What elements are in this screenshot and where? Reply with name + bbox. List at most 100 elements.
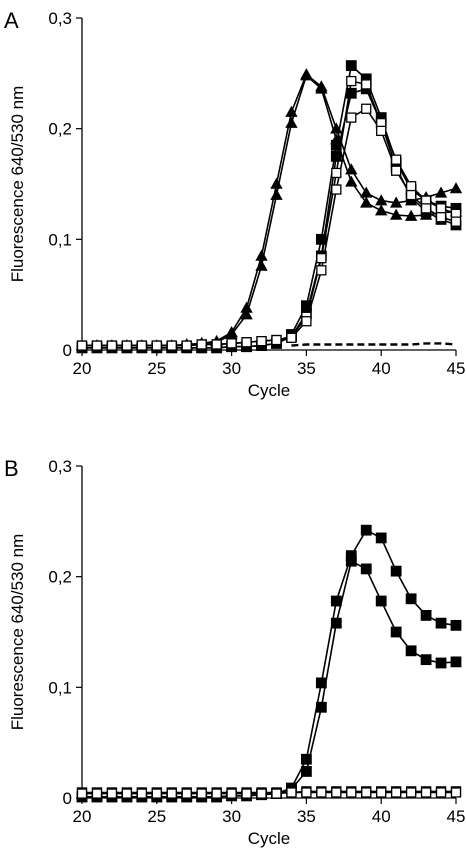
data-point [361,787,372,798]
data-point [255,249,268,261]
data-point [286,332,297,343]
data-point [450,656,462,668]
data-point [76,788,88,799]
data-point [434,186,448,198]
data-point [330,617,342,629]
data-point [346,112,357,123]
series-line-2 [82,74,457,347]
data-point [390,565,402,577]
data-point [121,340,133,351]
x-tick-label: 25 [147,807,166,826]
data-point [300,69,313,81]
data-point [360,196,373,208]
y-tick-label: 0,2 [48,120,72,139]
data-point [181,340,192,351]
data-point [345,60,357,71]
y-tick-label: 0 [63,341,72,360]
data-point [360,524,372,536]
data-point [241,337,252,348]
data-point [256,788,267,799]
data-point [270,188,283,200]
data-point [450,787,462,798]
data-point [405,189,417,201]
data-point [121,788,133,799]
x-tick-label: 30 [222,359,241,378]
data-point [300,766,312,777]
data-point [166,340,177,351]
data-point [330,595,342,607]
data-point [196,339,207,350]
series-line-1 [82,73,457,347]
data-point [420,787,432,798]
data-point [315,677,327,689]
x-tick-label: 45 [447,807,466,826]
data-point [330,122,343,134]
data-point [404,209,418,221]
data-point [286,787,297,798]
data-point [271,334,282,346]
data-point [420,654,432,666]
data-point [151,788,162,799]
data-point [331,167,342,179]
y-tick-label: 0,3 [48,457,72,476]
data-point [346,787,357,798]
data-point [315,233,327,245]
x-tick-label: 20 [73,359,92,378]
data-point [405,181,417,192]
x-axis-title: Cycle [248,829,291,848]
data-point [166,788,177,799]
data-point [226,338,237,349]
x-tick-label: 20 [73,807,92,826]
data-point [435,212,447,223]
data-point [435,787,447,798]
data-point [389,208,403,220]
data-point [285,105,298,117]
data-point [405,645,417,657]
data-point [316,252,327,264]
data-point [346,75,357,87]
x-axis-title: Cycle [248,381,291,400]
data-point [450,216,462,227]
data-point [196,788,207,799]
x-tick-label: 25 [147,359,166,378]
data-point [435,657,447,669]
data-point [136,788,147,799]
data-point [315,82,328,94]
y-axis-title: Fluorescence 640/530 nm [8,534,27,731]
data-point [316,787,327,798]
data-point [271,788,282,799]
data-point [301,316,312,327]
data-point [241,788,252,799]
x-tick-label: 35 [297,807,316,826]
y-tick-label: 0,1 [48,678,72,697]
data-point [136,340,147,351]
y-tick-label: 0,1 [48,230,72,249]
data-point [151,340,162,351]
data-point [345,87,357,99]
data-point [226,788,237,799]
x-tick-label: 45 [447,359,466,378]
data-point [256,335,267,347]
data-point [405,787,417,798]
series-line-7 [291,342,457,347]
x-tick-label: 40 [372,807,391,826]
data-point [106,788,118,799]
y-axis-title: Fluorescence 640/530 nm [8,86,27,283]
data-point [450,619,462,631]
data-point [345,175,358,187]
data-point [91,340,103,351]
data-point [420,610,432,621]
data-point [420,203,432,214]
data-point [285,116,298,128]
data-point [360,186,373,198]
panel-label: B [4,456,19,481]
x-tick-label: 40 [372,359,391,378]
data-point [300,753,312,765]
series-line-2 [82,560,457,798]
data-point [330,150,342,162]
data-point [391,154,402,165]
data-point [331,184,342,195]
data-point [360,563,372,575]
data-point [375,194,388,206]
chart-panel-B: B 0 0,1 0,2 0,3 20 25 30 35 40 45 Cycle Fluorescence… [4,456,465,848]
